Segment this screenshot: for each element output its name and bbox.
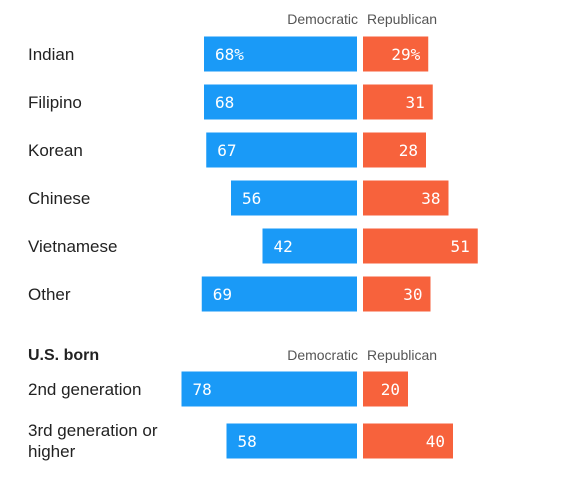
category-label-other: Other [28, 285, 71, 304]
group-title: U.S. born [28, 347, 99, 364]
category-label-2nd-generation: 2nd generation [28, 380, 141, 399]
value-label-republican-chinese: 38 [421, 189, 440, 208]
bar-republican-filipino [363, 84, 433, 120]
category-label-indian: Indian [28, 45, 74, 64]
value-label-republican-other: 30 [403, 285, 422, 304]
bar-democratic-chinese [231, 180, 357, 216]
value-label-republican-2nd-generation: 20 [381, 380, 400, 399]
bar-democratic-vietnamese [262, 228, 357, 264]
value-label-republican-vietnamese: 51 [450, 237, 469, 256]
value-label-democratic-indian: 68% [215, 45, 244, 64]
bar-republican-korean [363, 132, 426, 168]
value-label-republican-3rd-generation-or-higher: 40 [426, 432, 445, 451]
value-label-democratic-vietnamese: 42 [274, 237, 293, 256]
bar-republican-other [363, 276, 431, 312]
value-label-republican-filipino: 31 [405, 93, 424, 112]
column-header-republican: Republican [367, 11, 437, 27]
bar-republican-2nd-generation [363, 371, 408, 407]
column-header-democratic: Democratic [287, 11, 358, 27]
value-label-democratic-2nd-generation: 78 [193, 380, 212, 399]
value-label-democratic-filipino: 68 [215, 93, 234, 112]
category-label-vietnamese: Vietnamese [28, 237, 117, 256]
bar-democratic-2nd-generation [181, 371, 357, 407]
value-label-democratic-korean: 67 [217, 141, 236, 160]
bar-republican-vietnamese [363, 228, 478, 264]
bar-democratic-3rd-generation-or-higher [226, 423, 357, 459]
value-label-democratic-3rd-generation-or-higher: 58 [238, 432, 257, 451]
bar-republican-indian [363, 36, 429, 72]
value-label-democratic-other: 69 [213, 285, 232, 304]
column-header-democratic: Democratic [287, 347, 358, 363]
value-label-democratic-chinese: 56 [242, 189, 261, 208]
value-label-republican-indian: 29% [391, 45, 420, 64]
category-label-korean: Korean [28, 141, 83, 160]
bar-democratic-indian [204, 36, 357, 72]
category-label-3rd-generation-or-higher: 3rd generation or higher [28, 421, 158, 461]
bar-republican-chinese [363, 180, 449, 216]
bar-republican-3rd-generation-or-higher [363, 423, 453, 459]
value-label-republican-korean: 28 [399, 141, 418, 160]
bar-democratic-filipino [204, 84, 357, 120]
category-label-chinese: Chinese [28, 189, 90, 208]
bar-democratic-other [201, 276, 357, 312]
column-header-republican: Republican [367, 347, 437, 363]
bar-democratic-korean [206, 132, 357, 168]
category-label-filipino: Filipino [28, 93, 82, 112]
